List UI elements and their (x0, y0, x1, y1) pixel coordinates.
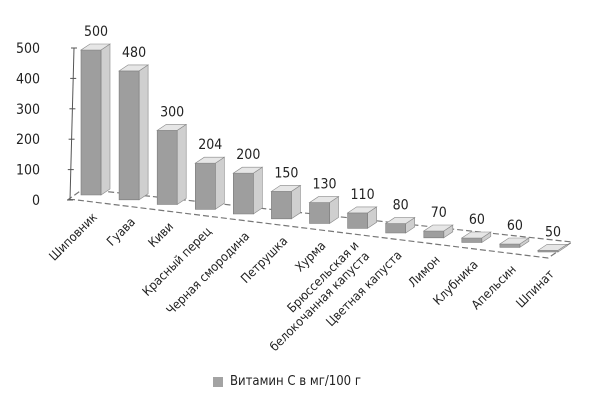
data-label: 60 (507, 218, 523, 234)
bar (270, 184, 302, 220)
bar-front (118, 70, 140, 201)
y-tick-label: 500 (16, 41, 40, 57)
bar-top (384, 217, 416, 224)
bar (537, 243, 568, 253)
bar-side (215, 156, 225, 210)
bar-top (308, 196, 340, 203)
data-label: 80 (393, 198, 409, 214)
bar-front (309, 202, 330, 224)
bar-top (460, 231, 492, 239)
bar-top (118, 64, 150, 72)
floor-outline (67, 188, 574, 259)
bar-side (253, 166, 263, 215)
bar-front (461, 237, 483, 243)
bar-side (100, 43, 111, 196)
bar-top (346, 206, 378, 214)
bar-top (270, 185, 302, 192)
bar-front (347, 212, 368, 229)
bar (232, 166, 264, 215)
bar-front (195, 162, 216, 210)
data-labels: 500 480 300 204 200 150 130 110 80 70 60 60 50 (84, 24, 561, 240)
y-axis (67, 47, 77, 201)
y-tick-labels: 0 100 200 300 400 500 (16, 41, 40, 209)
bar-top (80, 43, 111, 51)
x-tick-label-line: Киви (145, 219, 176, 250)
chart-floor (67, 188, 574, 259)
bar-front (499, 243, 521, 248)
legend-swatch (213, 376, 223, 387)
data-label: 130 (312, 177, 336, 193)
data-label: 110 (351, 187, 375, 203)
data-label: 50 (545, 224, 561, 240)
data-label: 204 (198, 137, 222, 153)
legend-label: Витамин С в мг/100 г (230, 374, 361, 389)
bar (498, 237, 530, 248)
bar-top (422, 224, 454, 232)
bar (118, 64, 150, 201)
bar (384, 217, 416, 234)
bar-front (156, 130, 178, 205)
data-label: 500 (84, 24, 108, 40)
x-tick-label: Лимон (405, 252, 443, 290)
data-label: 200 (236, 147, 260, 163)
data-label: 70 (431, 205, 447, 221)
bar-front (233, 172, 254, 215)
x-tick-label-line: Шпинат (513, 266, 558, 311)
bar-side (138, 64, 149, 201)
y-tick-label: 400 (16, 71, 40, 87)
legend: Витамин С в мг/100 г (213, 374, 361, 389)
bar-front (385, 223, 407, 234)
bar-front (80, 49, 102, 196)
data-label: 60 (469, 212, 485, 228)
x-tick-label-line: Лимон (405, 252, 443, 290)
y-tick-label: 300 (16, 102, 40, 118)
bar-top (232, 166, 264, 174)
bar-top (537, 244, 568, 251)
x-tick-label: Киви (145, 219, 176, 250)
bar (422, 224, 454, 239)
bars-group (80, 43, 568, 253)
bar (460, 231, 492, 244)
bar-top (156, 124, 188, 131)
y-tick-label: 0 (32, 193, 40, 209)
bar-front (423, 230, 445, 239)
bar (346, 206, 378, 229)
x-tick-label: Гуава (103, 214, 138, 249)
bar-front (271, 191, 292, 220)
bar (308, 196, 340, 225)
x-tick-label-line: Гуава (103, 214, 138, 249)
y-tick-label: 200 (16, 132, 40, 148)
bar (156, 123, 188, 206)
data-label: 150 (274, 165, 298, 181)
x-tick-label-line: Шиповник (46, 209, 100, 263)
y-tick-label: 100 (16, 163, 40, 179)
x-tick-label: Шиповник (46, 209, 100, 263)
bar-top (498, 237, 530, 245)
bar-top (194, 156, 226, 164)
bar (80, 43, 111, 196)
bar (194, 156, 226, 210)
bar-side (176, 123, 187, 206)
data-label: 300 (160, 104, 184, 120)
y-axis-line (69, 47, 75, 201)
data-label: 480 (122, 45, 146, 61)
x-tick-label: Шпинат (513, 266, 558, 311)
